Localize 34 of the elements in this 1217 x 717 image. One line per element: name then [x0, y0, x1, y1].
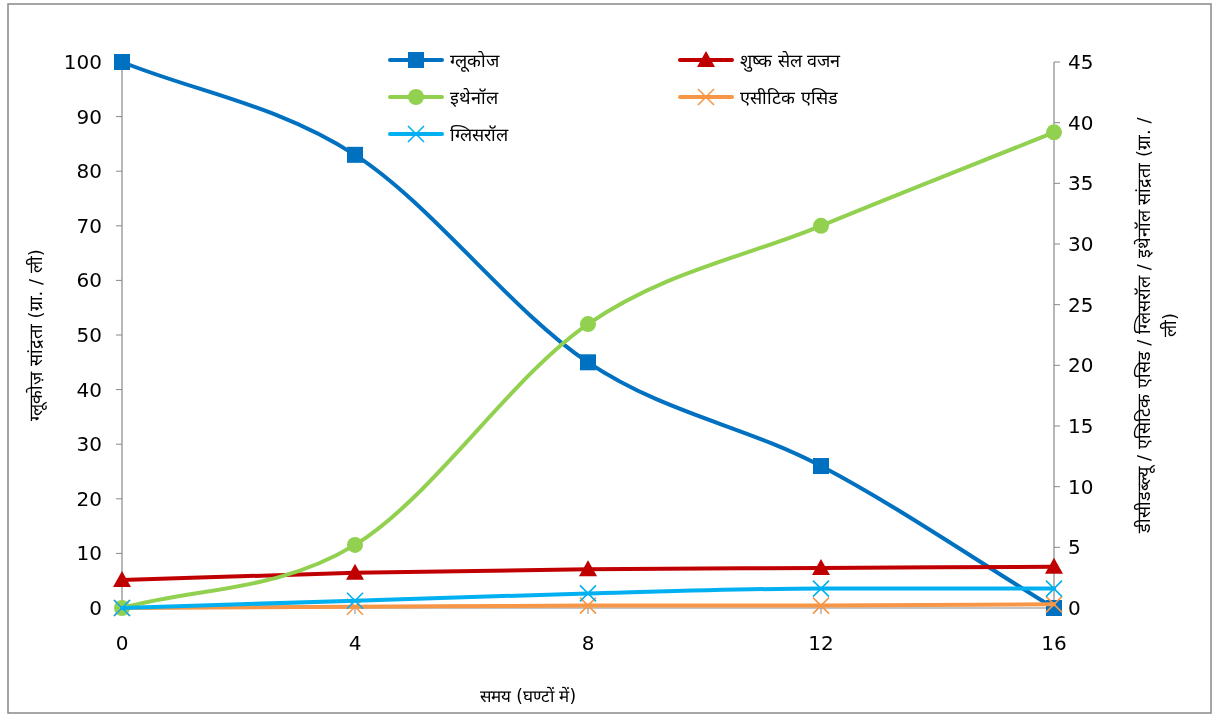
y-tick-label: 60 — [76, 268, 102, 293]
y2-tick-label: 10 — [1068, 474, 1094, 499]
y-tick-label: 50 — [76, 323, 102, 347]
y-tick-label: 100 — [63, 50, 102, 74]
y-tick-label: 40 — [76, 377, 102, 402]
y-tick-label: 80 — [76, 159, 102, 184]
y-axis-title: ग्लूकोज़ सांद्रता (ग्रा. / ली) — [25, 249, 47, 421]
y2-tick-label: 40 — [1068, 110, 1094, 135]
x-tick-label: 8 — [581, 631, 595, 655]
y2-tick-label: 0 — [1068, 596, 1081, 620]
y2-tick-label: 15 — [1068, 414, 1094, 438]
y2-axis-title: डीसीडब्ल्यू / एसिटिक एसिड / ग्लिसरॉल / इथेनॉल सांद्रता (ग्रा. / ली) — [1133, 116, 1180, 534]
legend-label: ग्लूकोज — [450, 50, 500, 72]
y2-tick-label: 25 — [1068, 292, 1094, 317]
y-tick-label: 20 — [76, 486, 102, 511]
y2-tick-label: 30 — [1068, 232, 1094, 256]
x-tick-label: 16 — [1041, 631, 1067, 655]
y2-tick-label: 5 — [1068, 535, 1081, 560]
legend-label: इथेनॉल — [450, 87, 499, 108]
legend-label: एसीटिक एसिड — [740, 87, 838, 108]
x-tick-label: 0 — [115, 631, 129, 655]
legend-label: ग्लिसरॉल — [450, 124, 509, 145]
y-tick-label: 30 — [76, 432, 102, 457]
y2-tick-label: 20 — [1068, 353, 1094, 378]
y-tick-label: 70 — [76, 213, 102, 238]
y2-tick-label: 35 — [1068, 171, 1094, 196]
y-tick-label: 10 — [76, 541, 102, 566]
y-tick-label: 90 — [76, 104, 102, 129]
x-tick-label: 4 — [348, 631, 362, 655]
y2-tick-label: 45 — [1068, 50, 1094, 74]
x-axis-title: समय (घण्टों में) — [479, 686, 577, 706]
x-tick-label: 12 — [808, 631, 834, 655]
legend-label: शुष्क सेल वजन — [740, 50, 842, 72]
y-tick-label: 0 — [89, 596, 102, 620]
